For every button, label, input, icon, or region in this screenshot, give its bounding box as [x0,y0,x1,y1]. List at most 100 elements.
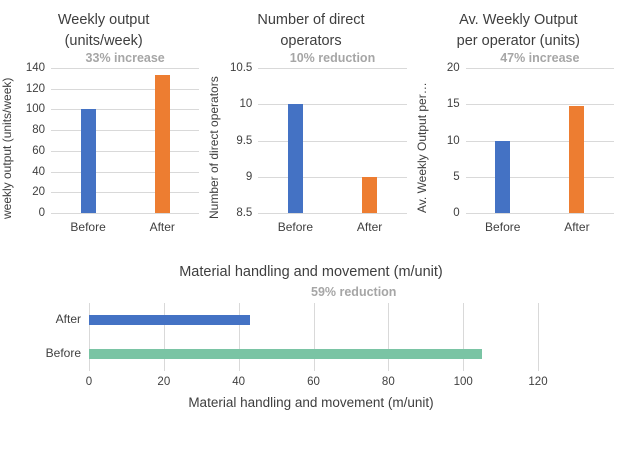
plot-column: 0 20 40 60 80 100 120 [85,303,548,391]
bar-before [89,349,482,359]
gridline [258,176,407,178]
x-tick-label: 0 [85,376,93,388]
chart-annotation: 10% reduction [289,51,376,65]
gridline [465,213,614,214]
chart-title-line: per operator (units) [456,32,580,49]
x-tick-label: 80 [381,376,395,388]
bar-before [287,104,303,213]
chart-title: Number of direct operators [207,10,414,54]
chart-body: Number of direct operators 8.5 9 9.5 10 10.5… [207,51,414,238]
category-axis: Before After [258,213,406,235]
chart-body: Av. Weekly Output per… 0 5 10 15 20 47% incr… [414,51,622,238]
y-tick-label: 20 [446,62,460,74]
y-tick-label: 60 [32,144,45,157]
chart-title-line: (units/week) [64,32,143,49]
gridline [51,150,200,152]
x-tick-label: 60 [307,376,320,388]
gridline [163,303,165,371]
y-tick-label: 9.5 [236,134,253,147]
chart-annotation: 47% increase [500,51,580,65]
bar-after [89,315,250,325]
gridline [538,303,539,371]
gridline [465,140,614,142]
chart-annotation: 33% increase [85,51,165,65]
y-tick-label: 40 [32,165,45,178]
y-tick-label: 9 [245,170,253,183]
y-tick-label: 5 [453,170,460,183]
category-label: Before [485,220,521,234]
y-tick-label: 120 [25,82,45,95]
plot-area [89,303,539,371]
bar-before [495,140,511,213]
category-label: Before [70,220,106,234]
bar-after [362,176,378,213]
chart-title-line: Av. Weekly Output [459,12,578,28]
x-axis-title: Material handling and movement (m/unit) [188,395,434,410]
top-charts-row: Weekly output (units/week) weekly output… [0,0,622,256]
category-label: After [356,220,383,234]
y-tick-label: 80 [32,124,45,137]
x-axis-ticks: 0 20 40 60 80 100 120 [85,376,548,391]
x-tick-label: 120 [528,376,548,388]
chart-title-line: Weekly output [57,12,150,28]
y-tick-label: 0 [453,207,460,219]
gridline [51,109,200,111]
y-axis-ticks: 0 20 40 60 80 100 120 140 [18,62,51,219]
y-tick-label: 100 [25,103,45,116]
category-axis: After Before [0,303,81,371]
plot-column: 33% increase Before After [51,51,207,238]
x-tick-label: 100 [453,376,473,388]
gridline [258,140,407,142]
y-tick-label: 140 [25,62,45,74]
plot-area: 10% reduction [258,51,407,214]
chart-title: Material handling and movement (m/unit) [179,264,443,280]
gridline [465,68,614,69]
gridline [89,303,90,371]
category-label: After [55,312,81,326]
gridline [258,104,407,106]
plot-area: 33% increase [51,51,200,214]
chart-title-line: Number of direct [257,12,365,28]
chart-material-handling: Material handling and movement (m/unit) … [0,256,622,431]
gridline [51,88,200,90]
gridline [465,176,614,178]
gridline [258,68,407,69]
y-axis-ticks: 0 5 10 15 20 [433,62,466,219]
chart-body: weekly output (units/week) 0 20 40 60 80 100 1… [0,51,207,238]
y-axis-title: Av. Weekly Output per… [414,82,429,214]
gridline [51,130,200,132]
plot-column: 10% reduction Before After [258,51,414,238]
chart-weekly-output: Weekly output (units/week) weekly output… [0,0,207,256]
y-tick-label: 8.5 [236,207,253,219]
y-tick-label: 10 [446,134,460,147]
gridline [463,303,465,371]
category-axis: Before After [51,213,199,235]
x-tick-label: 20 [157,376,171,388]
y-axis-ticks: 8.5 9 9.5 10 10.5 [225,62,258,219]
y-tick-label: 10 [239,98,253,111]
chart-annotation: 59% reduction [311,285,397,299]
y-tick-label: 20 [32,186,45,199]
y-axis-title: Number of direct operators [207,76,222,220]
y-axis-title: weekly output (units/week) [0,77,14,219]
category-label: Before [45,346,81,360]
gridline [388,303,390,371]
plot-area: 47% increase [465,51,614,214]
gridline [238,303,240,371]
category-label: After [564,220,590,234]
gridline [51,192,200,194]
category-label: After [149,220,175,234]
y-tick-label: 10.5 [229,62,253,74]
gridline [465,104,614,106]
bar-before [80,109,96,213]
x-tick-label: 40 [232,376,246,388]
bar-after [154,75,170,213]
category-axis: Before After [466,213,614,235]
gridline [258,213,407,214]
chart-output-per-operator: Av. Weekly Output per operator (units) A… [415,0,622,256]
y-tick-label: 0 [38,207,45,219]
y-tick-label: 15 [446,98,460,111]
chart-title: Weekly output (units/week) [0,10,207,54]
gridline [313,303,315,371]
bar-after [569,106,585,213]
